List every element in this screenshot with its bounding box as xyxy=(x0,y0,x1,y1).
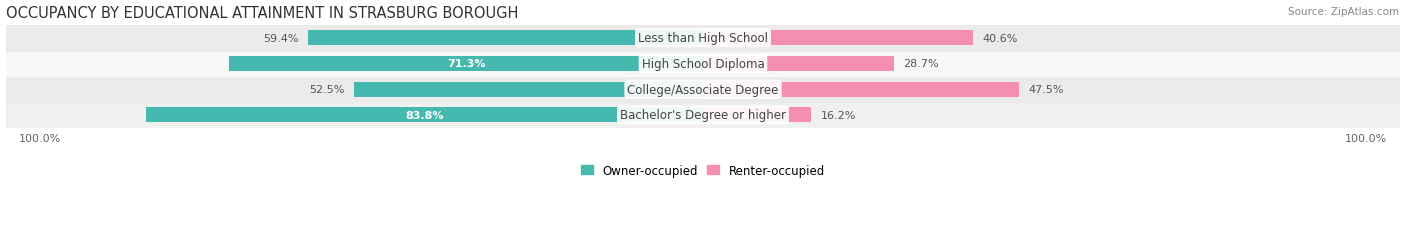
Text: Bachelor's Degree or higher: Bachelor's Degree or higher xyxy=(620,109,786,122)
Bar xyxy=(6,77,1400,103)
Text: 71.3%: 71.3% xyxy=(447,59,485,69)
Legend: Owner-occupied, Renter-occupied: Owner-occupied, Renter-occupied xyxy=(576,159,830,182)
Bar xyxy=(354,82,703,97)
Bar xyxy=(229,57,703,72)
Bar xyxy=(703,31,973,46)
Bar xyxy=(308,31,703,46)
Text: 59.4%: 59.4% xyxy=(263,33,298,44)
Text: 52.5%: 52.5% xyxy=(309,85,344,95)
Text: High School Diploma: High School Diploma xyxy=(641,58,765,71)
Bar xyxy=(703,82,1018,97)
Bar xyxy=(703,108,811,123)
Bar xyxy=(6,103,1400,128)
Text: 47.5%: 47.5% xyxy=(1028,85,1064,95)
Bar xyxy=(6,26,1400,51)
Text: 100.0%: 100.0% xyxy=(18,134,60,144)
Text: 28.7%: 28.7% xyxy=(904,59,939,69)
Text: College/Associate Degree: College/Associate Degree xyxy=(627,83,779,96)
Bar xyxy=(146,108,703,123)
Text: 83.8%: 83.8% xyxy=(405,110,444,120)
Text: OCCUPANCY BY EDUCATIONAL ATTAINMENT IN STRASBURG BOROUGH: OCCUPANCY BY EDUCATIONAL ATTAINMENT IN S… xyxy=(6,6,517,21)
Text: 16.2%: 16.2% xyxy=(821,110,856,120)
Bar xyxy=(703,57,894,72)
Bar xyxy=(6,51,1400,77)
Text: 40.6%: 40.6% xyxy=(983,33,1018,44)
Text: 100.0%: 100.0% xyxy=(1346,134,1388,144)
Text: Less than High School: Less than High School xyxy=(638,32,768,45)
Text: Source: ZipAtlas.com: Source: ZipAtlas.com xyxy=(1288,7,1399,17)
